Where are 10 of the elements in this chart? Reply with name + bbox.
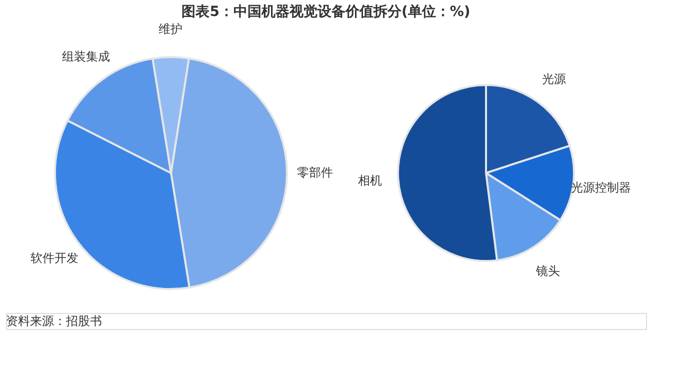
slice-label: 光源 — [542, 72, 566, 86]
chart-title: 图表5：中国机器视觉设备价值拆分(单位：%) — [182, 3, 470, 20]
slice-label: 维护 — [158, 22, 183, 36]
slice-label: 组装集成 — [62, 50, 110, 64]
slice-label: 光源控制器 — [571, 180, 632, 195]
slice-label: 镜头 — [535, 264, 560, 278]
slice-label: 零部件 — [297, 166, 333, 180]
text: 资料来源：招股书 — [6, 314, 102, 328]
slice-label: 软件开发 — [30, 250, 79, 265]
slice-label: 相机 — [358, 173, 382, 188]
